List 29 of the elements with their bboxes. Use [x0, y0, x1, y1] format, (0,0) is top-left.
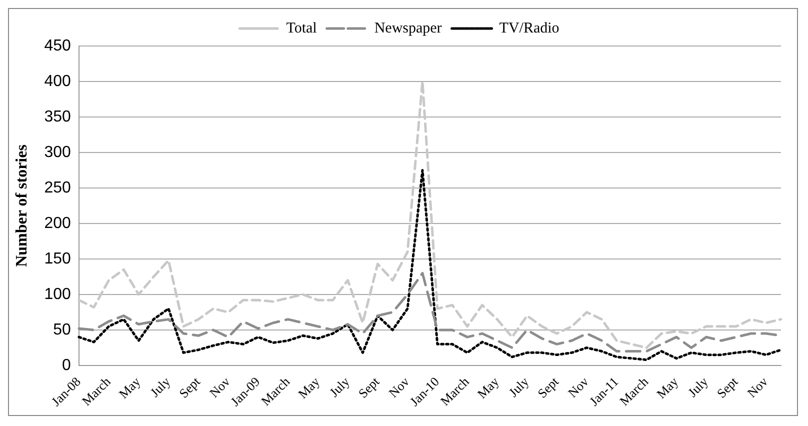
x-tick-label: May	[294, 374, 323, 402]
x-tick-label: July	[147, 374, 174, 400]
x-tick-label: Sept	[176, 374, 204, 401]
line-series	[78, 168, 782, 362]
y-tick-label: 450	[44, 37, 71, 54]
x-tick-label: Sept	[355, 374, 382, 401]
x-tick-label: July	[506, 374, 532, 400]
x-tick-label: Sept	[534, 374, 562, 401]
y-axis-title: Number of stories	[14, 144, 31, 267]
x-tick-label: May	[116, 374, 144, 402]
x-tick-label: May	[653, 374, 682, 402]
y-tick-label: 350	[44, 108, 71, 126]
y-tick-label: 200	[44, 214, 71, 232]
line-series	[78, 80, 782, 349]
y-tick-label: 300	[44, 144, 71, 161]
x-tick-label: Sept	[714, 374, 741, 401]
legend-label: TV/Radio	[499, 20, 560, 36]
y-tick-label: 400	[44, 72, 71, 90]
x-tick-label: May	[474, 374, 502, 402]
x-tick-label: July	[326, 374, 353, 400]
y-tick-label: 0	[62, 356, 71, 374]
x-tick-label: Nov	[744, 374, 771, 400]
y-tick-label: 50	[53, 321, 71, 338]
y-tick-label: 150	[44, 250, 71, 268]
legend-label: Total	[286, 20, 317, 36]
y-tick-label: 100	[44, 286, 71, 303]
legend-label: Newspaper	[374, 20, 442, 36]
x-tick-label: July	[684, 374, 712, 400]
y-tick-label: 250	[44, 179, 71, 196]
